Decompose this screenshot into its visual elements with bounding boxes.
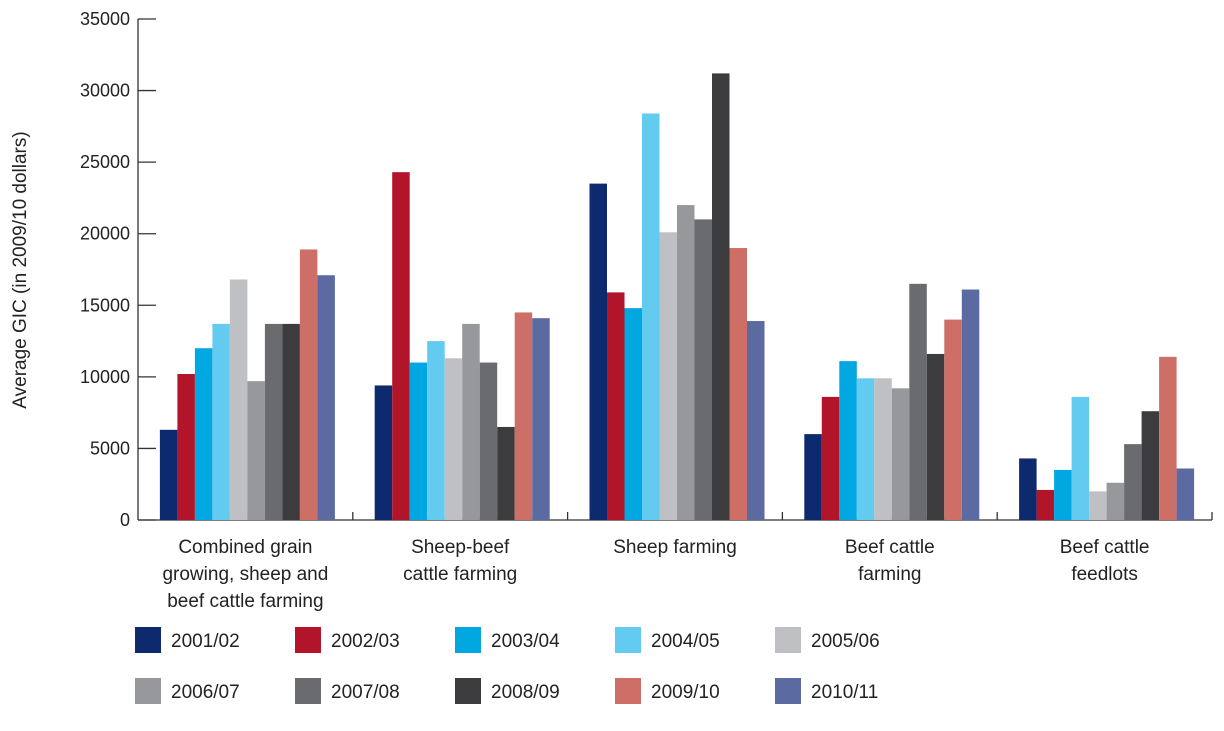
bar: [462, 323, 480, 520]
x-tick-label: Sheep-beef cattle farming: [403, 537, 517, 585]
bar: [299, 249, 318, 520]
bars: [159, 73, 1195, 521]
legend-swatch: [615, 627, 641, 653]
legend-label: 2006/07: [171, 682, 240, 703]
y-tick-label: 5000: [90, 438, 130, 458]
y-axis: 0 5000 10000 15000 20000 25000 30000 35000: [80, 9, 156, 530]
y-tick-label: 35000: [80, 9, 130, 29]
bar: [642, 113, 660, 520]
legend-item: 2009/10: [615, 678, 720, 704]
bar: [497, 426, 515, 520]
legend-item: 2001/02: [135, 627, 240, 653]
bar: [1106, 482, 1125, 520]
bar: [677, 205, 695, 521]
category-labels: Combined grain growing, sheep and beef cat…: [162, 537, 1149, 612]
bar: [229, 279, 248, 520]
bar: [177, 373, 195, 520]
legend-label: 2007/08: [331, 682, 400, 703]
bar: [694, 219, 712, 520]
legend-label: 2010/11: [811, 682, 878, 703]
legend-label: 2005/06: [811, 631, 880, 652]
legend-swatch: [455, 678, 481, 704]
bar: [1159, 356, 1177, 520]
legend-swatch: [295, 678, 321, 704]
legend-item: 2002/03: [295, 627, 400, 653]
bar: [212, 323, 230, 520]
bar: [729, 248, 747, 520]
bar: [532, 318, 550, 520]
bar: [1141, 411, 1160, 520]
bar: [589, 183, 607, 520]
bar: [479, 362, 498, 520]
bar: [1036, 489, 1055, 520]
bar: [909, 283, 927, 520]
bar: [264, 323, 283, 520]
bar: [607, 292, 625, 520]
bar: [961, 289, 980, 520]
bar: [374, 385, 393, 520]
bar: [1054, 469, 1072, 520]
bar: [247, 381, 265, 520]
legend-label: 2009/10: [651, 682, 720, 703]
y-tick-label: 30000: [80, 81, 130, 101]
y-axis-title: Average GIC (in 2009/10 dollars): [10, 131, 31, 408]
legend-item: 2006/07: [135, 678, 240, 704]
bar: [1071, 396, 1090, 520]
y-tick-label: 0: [120, 510, 130, 530]
legend-label: 2002/03: [331, 631, 400, 652]
bar: [1176, 468, 1195, 520]
y-tick-label: 15000: [80, 295, 130, 315]
legend-swatch: [135, 627, 161, 653]
bar: [317, 275, 335, 520]
bar: [856, 378, 875, 520]
bar: [1019, 458, 1037, 520]
legend-swatch: [135, 678, 161, 704]
bar: [747, 321, 765, 520]
legend-label: 2003/04: [491, 631, 560, 652]
legend: 2001/02 2002/03 2003/04 2004/05 2005/06 2006/…: [135, 627, 880, 704]
bar: [194, 348, 213, 520]
bar: [821, 396, 840, 520]
legend-item: 2007/08: [295, 678, 400, 704]
legend-item: 2003/04: [455, 627, 560, 653]
y-tick-label: 20000: [80, 224, 130, 244]
bar: [1089, 491, 1107, 520]
bar: [444, 358, 463, 520]
bar: [624, 308, 642, 520]
legend-item: 2004/05: [615, 627, 720, 653]
x-tick-label: Combined grain growing, sheep and beef cat…: [162, 537, 328, 612]
legend-swatch: [295, 627, 321, 653]
legend-item: 2005/06: [775, 627, 880, 653]
bar: [514, 312, 533, 520]
bar: [409, 362, 428, 520]
legend-swatch: [455, 627, 481, 653]
bar: [712, 73, 730, 520]
bar: [944, 319, 962, 520]
x-tick-label: Beef cattle feedlots: [1060, 537, 1150, 585]
y-tick-label: 25000: [80, 152, 130, 172]
x-tick-label: Beef cattle farming: [845, 537, 935, 585]
bar: [926, 353, 945, 520]
legend-item: 2008/09: [455, 678, 560, 704]
bar: [891, 388, 910, 520]
bar: [804, 434, 822, 520]
bar: [392, 172, 410, 521]
bar: [839, 361, 857, 520]
legend-swatch: [775, 678, 801, 704]
legend-item: 2010/11: [775, 678, 878, 704]
legend-label: 2001/02: [171, 631, 240, 652]
legend-swatch: [615, 678, 641, 704]
bar: [659, 232, 677, 521]
legend-swatch: [775, 627, 801, 653]
legend-label: 2004/05: [651, 631, 720, 652]
y-tick-label: 10000: [80, 367, 130, 387]
bar: [874, 378, 892, 520]
bar: [159, 429, 178, 520]
bar: [427, 341, 445, 520]
legend-label: 2008/09: [491, 682, 560, 703]
bar: [1124, 444, 1142, 520]
bar: [282, 323, 300, 520]
x-tick-label: Sheep farming: [613, 537, 737, 558]
